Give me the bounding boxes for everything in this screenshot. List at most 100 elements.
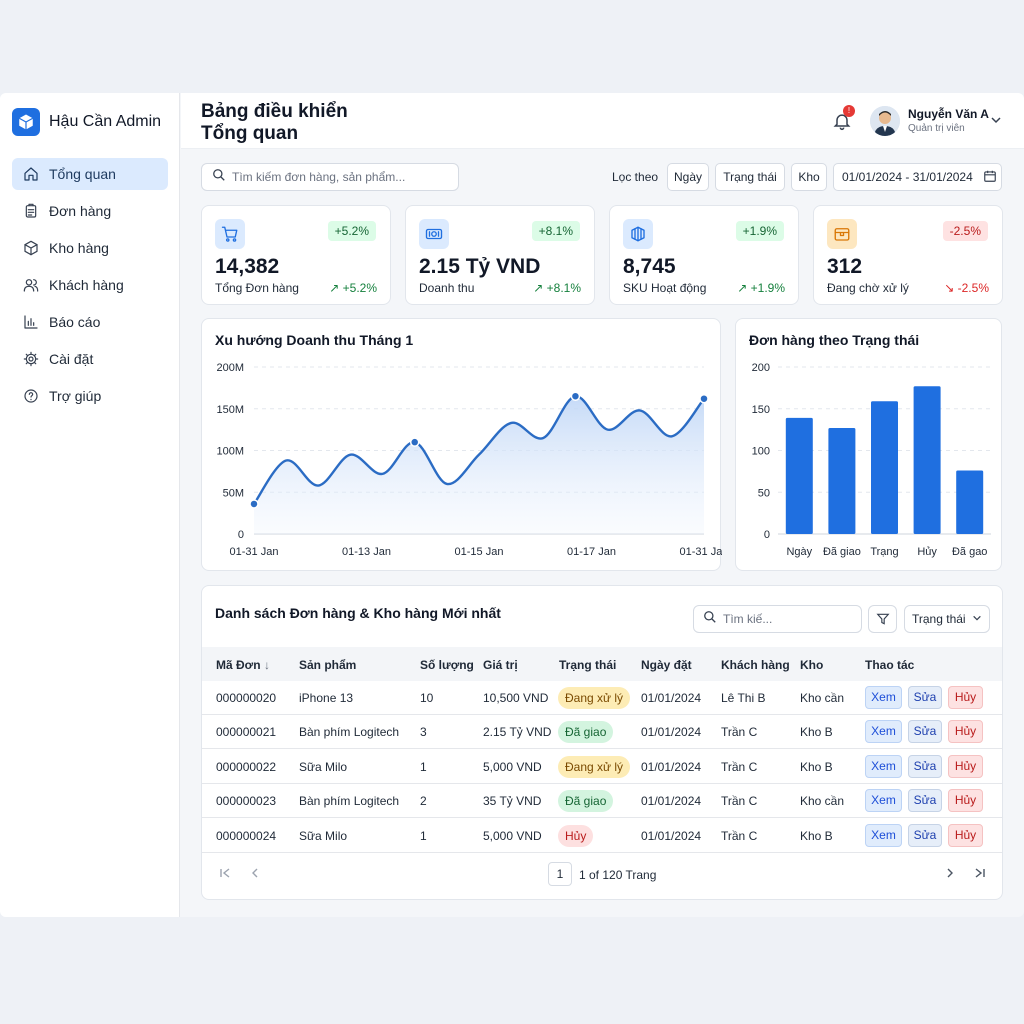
edit-button[interactable]: Sửa xyxy=(908,823,942,847)
sidebar-item-overview[interactable]: Tổng quan xyxy=(12,158,168,190)
view-button[interactable]: Xem xyxy=(865,754,902,778)
sidebar-item-help[interactable]: Trợ giúp xyxy=(12,380,168,412)
column-header: Khách hàng xyxy=(721,658,790,672)
global-search[interactable] xyxy=(201,163,459,191)
table-search-input[interactable] xyxy=(723,612,853,626)
status-select-value: Trạng thái xyxy=(912,612,966,626)
customer-name: Trần C xyxy=(721,759,758,774)
filter-status-button[interactable]: Trạng thái xyxy=(715,163,785,191)
cancel-order-button[interactable]: Hủy xyxy=(948,823,983,847)
kpi-card: +5.2% 14,382 Tổng Đơn hàng ↗ +5.2% xyxy=(201,205,391,305)
cancel-order-button[interactable]: Hủy xyxy=(948,789,983,813)
sidebar-item-warehouse[interactable]: Kho hàng xyxy=(12,232,168,264)
x-tick-label: Đã giao xyxy=(823,546,861,558)
sidebar-item-reports[interactable]: Báo cáo xyxy=(12,306,168,338)
column-header: Kho xyxy=(800,658,824,672)
kpi-label: SKU Hoạt động xyxy=(623,281,707,295)
app-window: Hậu Cần Admin Tổng quan Đơn hàng Kho hàng K… xyxy=(0,93,1024,917)
kpi-badge: +1.9% xyxy=(735,221,784,241)
revenue-chart-title: Xu hướng Doanh thu Tháng 1 xyxy=(215,332,414,348)
search-input[interactable] xyxy=(232,170,452,184)
sidebar-nav: Tổng quan Đơn hàng Kho hàng Khách hàng Báo c… xyxy=(12,158,168,417)
cancel-order-button[interactable]: Hủy xyxy=(948,754,983,778)
brand-name: Hậu Cần Admin xyxy=(49,113,162,130)
view-button[interactable]: Xem xyxy=(865,720,902,744)
column-header[interactable]: Mã Đơn xyxy=(216,658,261,672)
table-title: Danh sách Đơn hàng & Kho hàng Mới nhất xyxy=(215,605,501,621)
quantity: 1 xyxy=(420,759,427,774)
view-button[interactable]: Xem xyxy=(865,686,902,709)
current-page[interactable]: 1 xyxy=(548,862,572,886)
sidebar-item-customers[interactable]: Khách hàng xyxy=(12,269,168,301)
page-info: 1 of 120 Trang xyxy=(579,868,657,882)
table-row: 000000021 Bàn phím Logitech 3 2.15 Tỷ VND Đã… xyxy=(202,715,1002,750)
brand[interactable]: Hậu Cần Admin xyxy=(12,108,161,136)
order-id: 000000024 xyxy=(216,828,277,843)
bar xyxy=(871,401,898,534)
kpi-delta: ↗ +5.2% xyxy=(329,281,377,295)
first-page-icon[interactable] xyxy=(217,865,233,881)
data-point xyxy=(249,499,259,509)
date-range-picker[interactable]: 01/01/2024 - 31/01/2024 xyxy=(833,163,1002,191)
view-button[interactable]: Xem xyxy=(865,789,902,813)
order-value: 35 Tỷ VND xyxy=(483,794,542,809)
customer-name: Lê Thi B xyxy=(721,691,766,705)
table-search[interactable] xyxy=(693,605,862,633)
sidebar-item-label: Báo cáo xyxy=(49,314,101,330)
gear-icon xyxy=(23,351,39,367)
column-header: Sản phẩm xyxy=(299,658,357,672)
customer-name: Trần C xyxy=(721,828,758,843)
filter-icon[interactable] xyxy=(868,605,897,633)
top-header: Bảng điều khiển Tổng quan ! Nguyễn Văn A… xyxy=(181,93,1024,149)
column-header: Trạng thái xyxy=(559,658,617,672)
y-tick-label: 50 xyxy=(758,487,770,499)
filter-date-button[interactable]: Ngày xyxy=(667,163,709,191)
filter-warehouse-button[interactable]: Kho xyxy=(791,163,827,191)
edit-button[interactable]: Sửa xyxy=(908,789,942,813)
customer-name: Trần C xyxy=(721,725,758,740)
table-row: 000000020 iPhone 13 10 10,500 VND Đang xử lý… xyxy=(202,681,1002,715)
next-page-icon[interactable] xyxy=(942,865,958,881)
y-tick-label: 100M xyxy=(216,446,244,458)
status-select[interactable]: Trạng thái xyxy=(904,605,990,633)
cube-logo-icon xyxy=(12,108,40,136)
x-tick-label: Trạng xyxy=(870,546,898,558)
order-id: 000000021 xyxy=(216,725,277,740)
edit-button[interactable]: Sửa xyxy=(908,720,942,744)
sidebar-item-settings[interactable]: Cài đặt xyxy=(12,343,168,375)
orders-status-panel: Đơn hàng theo Trạng thái 0 50 100 150 200 Ngà… xyxy=(735,318,1002,571)
cancel-order-button[interactable]: Hủy xyxy=(948,686,983,709)
cancel-order-button[interactable]: Hủy xyxy=(948,720,983,744)
order-date: 01/01/2024 xyxy=(641,794,702,809)
last-page-icon[interactable] xyxy=(972,865,988,881)
cart-icon xyxy=(215,219,245,249)
table-header: Mã Đơn Sản phẩm Số lượng Giá trị Trạng thái N… xyxy=(202,647,1002,681)
sidebar: Hậu Cần Admin Tổng quan Đơn hàng Kho hàng K… xyxy=(0,93,180,917)
data-point xyxy=(699,393,709,404)
kpi-label: Doanh thu xyxy=(419,281,475,295)
edit-button[interactable]: Sửa xyxy=(908,686,942,709)
notification-badge: ! xyxy=(843,105,855,117)
order-id: 000000023 xyxy=(216,794,277,809)
view-button[interactable]: Xem xyxy=(865,823,902,847)
order-value: 2.15 Tỷ VND xyxy=(483,725,552,740)
chevron-down-icon[interactable] xyxy=(990,113,1002,125)
edit-button[interactable]: Sửa xyxy=(908,754,942,778)
kpi-label: Tổng Đơn hàng xyxy=(215,281,299,295)
status-chart-title: Đơn hàng theo Trạng thái xyxy=(749,332,920,348)
avatar[interactable] xyxy=(870,106,900,136)
kpi-delta: ↗ +1.9% xyxy=(737,281,785,295)
prev-page-icon[interactable] xyxy=(247,865,263,881)
y-tick-label: 100 xyxy=(752,446,770,458)
order-date: 01/01/2024 xyxy=(641,759,702,774)
sidebar-item-orders[interactable]: Đơn hàng xyxy=(12,195,168,227)
kpi-badge: +8.1% xyxy=(531,221,580,241)
x-tick-label: Hủy xyxy=(917,546,937,558)
orders-bar-chart: 0 50 100 150 200 Ngày Đã giao Trạng Hủy Đã gao xyxy=(752,362,991,558)
product-name: Bàn phím Logitech xyxy=(299,725,400,740)
kpi-card: -2.5% 312 Đang chờ xử lý ↘ -2.5% xyxy=(813,205,1003,305)
order-id: 000000020 xyxy=(216,691,277,705)
order-date: 01/01/2024 xyxy=(641,725,702,740)
column-header: Ngày đặt xyxy=(641,658,692,672)
sort-indicator[interactable]: ↓ xyxy=(264,658,270,672)
